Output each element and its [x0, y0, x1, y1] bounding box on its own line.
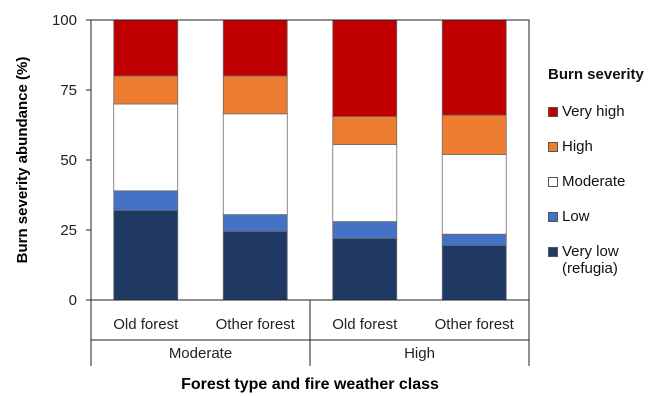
legend-label: Very high — [562, 103, 625, 120]
legend-item: Moderate — [548, 173, 660, 208]
axes-layer: 0 25 50 75 100 Old forest Other forest Old fore… — [52, 12, 530, 366]
bar-segment-2-2 — [332, 144, 398, 223]
legend-item: Very high — [548, 103, 660, 138]
bar-segment-0-1 — [113, 190, 179, 211]
legend-swatch — [548, 177, 558, 187]
legend-label: High — [562, 138, 593, 155]
legend: Burn severity Very high High Moderate Low Ve… — [548, 66, 660, 278]
legend-item: High — [548, 138, 660, 173]
bar-segment-2-3 — [332, 116, 398, 145]
x-tick-label: Other forest — [435, 316, 515, 333]
legend-label: Moderate — [562, 173, 626, 190]
bar-segment-1-1 — [222, 214, 288, 232]
x-tick-label: Other forest — [216, 316, 296, 333]
bar-segment-0-3 — [113, 75, 179, 105]
y-axis-title: Burn severity abundance (%) — [14, 57, 31, 264]
bar-segment-3-2 — [441, 153, 507, 235]
x-axis-title: Forest type and fire weather class — [181, 376, 439, 393]
x-tick-label: Old forest — [113, 316, 179, 333]
legend-label: Very low (refugia) — [562, 243, 619, 277]
bar-segment-3-3 — [441, 114, 507, 155]
legend-swatch — [548, 247, 558, 257]
legend-label: Low — [562, 208, 590, 225]
bar-segment-2-0 — [332, 237, 398, 301]
y-tick-label: 75 — [60, 82, 77, 99]
group-label: High — [404, 345, 435, 362]
legend-item: Very low (refugia) — [548, 243, 660, 278]
y-tick-label: 0 — [69, 292, 77, 309]
bar-segment-0-4 — [113, 19, 179, 77]
y-tick-label: 50 — [60, 152, 77, 169]
x-tick-label: Old forest — [332, 316, 398, 333]
bars-layer — [113, 19, 507, 301]
legend-swatch — [548, 107, 558, 117]
bar-segment-1-3 — [222, 75, 288, 115]
legend-title: Burn severity — [548, 66, 644, 83]
legend-items: Very high High Moderate Low Very low (refugi… — [548, 103, 660, 278]
bar-segment-2-4 — [332, 19, 398, 117]
bar-segment-3-0 — [441, 244, 507, 301]
legend-swatch — [548, 212, 558, 222]
legend-item: Low — [548, 208, 660, 243]
bar-segment-1-4 — [222, 19, 288, 77]
y-tick-label: 100 — [52, 12, 77, 29]
legend-swatch — [548, 142, 558, 152]
bar-segment-1-2 — [222, 113, 288, 216]
group-label: Moderate — [169, 345, 232, 362]
bar-segment-0-2 — [113, 103, 179, 192]
bar-segment-1-0 — [222, 230, 288, 301]
bar-segment-3-1 — [441, 233, 507, 246]
bar-segment-3-4 — [441, 19, 507, 116]
y-tick-label: 25 — [60, 222, 77, 239]
bar-segment-0-0 — [113, 209, 179, 301]
bar-segment-2-1 — [332, 221, 398, 239]
